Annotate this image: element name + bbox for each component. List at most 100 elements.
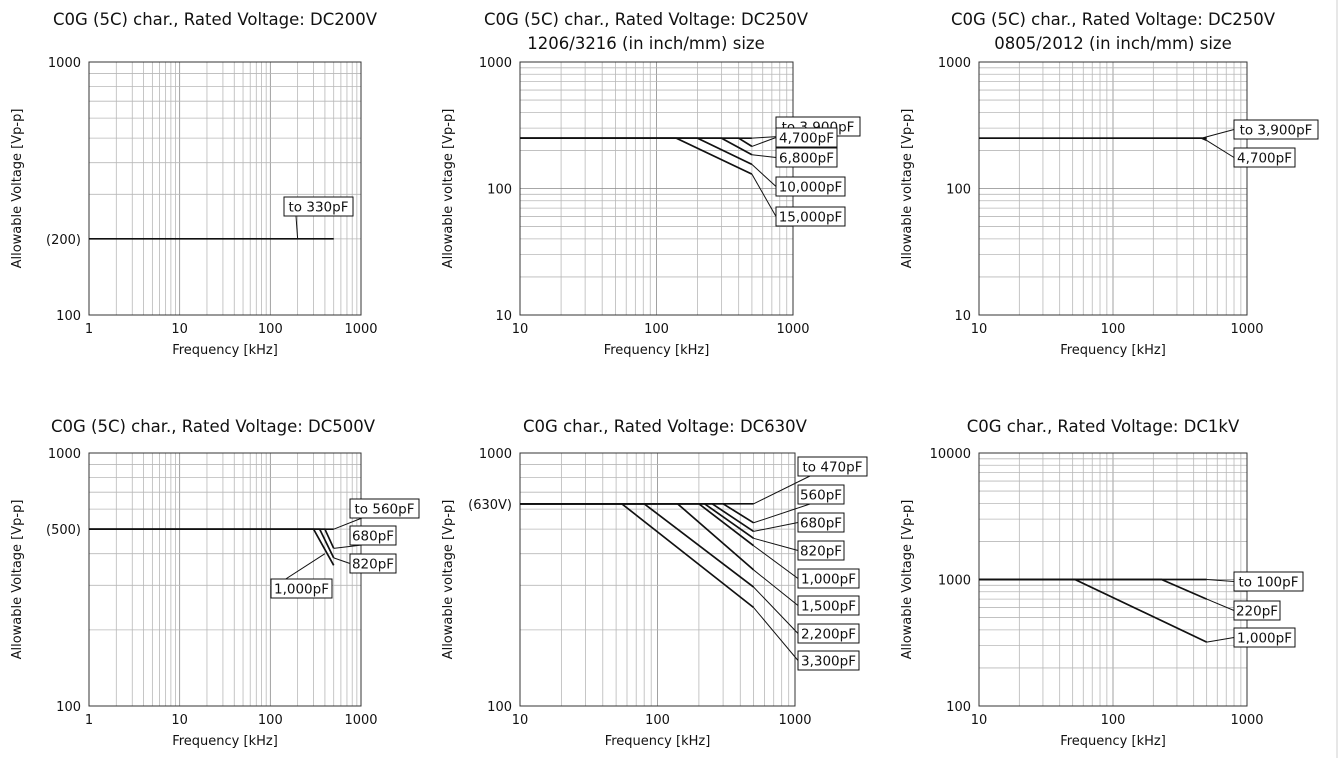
y-tick-label: 10: [954, 309, 971, 324]
series-label-box: [1233, 627, 1296, 648]
x-tick-label: 1000: [344, 322, 377, 337]
leader-line: [751, 173, 777, 217]
y-tick-label: (500): [46, 523, 81, 538]
x-axis-label: Frequency [kHz]: [605, 734, 711, 749]
series-label-box: [775, 127, 838, 148]
y-tick-label: 100: [56, 700, 81, 715]
series-label-box: [797, 540, 845, 561]
series-label-2-200pf: 2,200pF: [801, 627, 856, 643]
leader-line: [333, 517, 363, 530]
plot-grid: [520, 453, 795, 706]
leader-line: [751, 164, 777, 187]
x-axis-label: Frequency [kHz]: [1060, 343, 1166, 358]
plot-frame: [88, 452, 362, 707]
x-tick-label: 100: [1101, 322, 1126, 337]
leader-line: [753, 503, 811, 524]
series-label-box: [349, 553, 397, 574]
x-axis-label: Frequency [kHz]: [1060, 734, 1166, 749]
series-label-box: [797, 595, 860, 616]
series-label-680pf: 680pF: [800, 516, 842, 532]
x-axis-label: Frequency [kHz]: [172, 734, 278, 749]
series-line-6-800pf: [520, 137, 753, 156]
leader-line: [751, 154, 777, 158]
series-label-680pf: 680pF: [352, 529, 394, 545]
chart-title: C0G (5C) char., Rated Voltage: DC500V: [51, 417, 376, 436]
leader-line: [751, 137, 777, 147]
y-tick-label: (200): [46, 233, 81, 248]
chart-title: C0G char., Rated Voltage: DC630V: [523, 417, 808, 436]
series-label-box: [775, 176, 846, 197]
series-line-1-000pf: [979, 578, 1208, 643]
chart-panel-2: C0G (5C) char., Rated Voltage: DC250V 120…: [441, 10, 861, 358]
leader-line: [333, 544, 363, 549]
y-tick-label: 10000: [930, 447, 971, 462]
y-axis-label: Allowable voltage [Vp-p]: [900, 109, 915, 269]
chart-subtitle: 0805/2012 (in inch/mm) size: [994, 34, 1231, 53]
y-axis-label: Allowable voltage [Vp-p]: [441, 500, 456, 660]
chart-subtitle: 1206/3216 (in inch/mm) size: [527, 34, 764, 53]
leader-line: [753, 475, 811, 505]
y-tick-label: 100: [487, 183, 512, 198]
plot-frame: [978, 61, 1248, 316]
series-label-box: [797, 484, 845, 505]
leader-line: [333, 557, 351, 564]
leader-line: [1206, 579, 1235, 582]
y-axis-label: Allowable Voltage [Vp-p]: [900, 500, 915, 660]
series-label-box: [349, 525, 397, 546]
y-tick-label: 100: [487, 700, 512, 715]
chart-panel-1: C0G (5C) char., Rated Voltage: DC200V 1 10…: [10, 10, 378, 358]
y-tick-label: 1000: [479, 447, 512, 462]
x-tick-label: 100: [644, 322, 669, 337]
series-label-box: [797, 650, 860, 671]
series-label-10-000pf: 10,000pF: [779, 180, 843, 196]
plot-grid: [979, 62, 1247, 315]
chart-title: C0G char., Rated Voltage: DC1kV: [967, 417, 1240, 436]
y-axis-label: Allowable voltage [Vp-p]: [441, 109, 456, 269]
y-tick-label: 1000: [48, 447, 81, 462]
x-axis-label: Frequency [kHz]: [172, 343, 278, 358]
y-tick-label: 10: [495, 309, 512, 324]
series-label-box: [1233, 119, 1319, 140]
series-label-box: [775, 147, 838, 168]
series-label-box: [797, 512, 845, 533]
series-label-to-560pf: to 560pF: [355, 502, 415, 518]
leader-line: [295, 215, 299, 239]
series-label-box: [797, 623, 860, 644]
plot-frame: [519, 452, 796, 707]
series-label-1-000pf: 1,000pF: [801, 572, 856, 588]
series-label-box: [1233, 147, 1296, 168]
x-tick-label: 1: [85, 713, 93, 728]
leader-line: [1201, 129, 1235, 139]
plot-grid: [89, 62, 361, 315]
chart-title: C0G (5C) char., Rated Voltage: DC200V: [53, 10, 378, 29]
series-label-box: [1233, 571, 1304, 592]
x-tick-label: 10: [171, 713, 188, 728]
leader-line: [1206, 637, 1235, 643]
x-tick-label: 100: [1101, 713, 1126, 728]
chart-title: C0G (5C) char., Rated Voltage: DC250V: [951, 10, 1276, 29]
plot-grid: [520, 62, 793, 315]
x-tick-label: 100: [645, 713, 670, 728]
series-label-3-300pf: 3,300pF: [801, 654, 856, 670]
leader-line: [753, 537, 799, 551]
x-tick-label: 1: [85, 322, 93, 337]
plot-grid: [89, 453, 361, 706]
x-tick-label: 10: [512, 713, 529, 728]
y-axis-label: Allowable Voltage [Vp-p]: [10, 109, 25, 269]
x-tick-label: 10: [171, 322, 188, 337]
series-label-560pf: 560pF: [800, 488, 842, 504]
series-label-box: [349, 498, 420, 519]
x-axis-label: Frequency [kHz]: [604, 343, 710, 358]
series-line-680pf: [89, 528, 335, 549]
chart-title: C0G (5C) char., Rated Voltage: DC250V: [484, 10, 809, 29]
series-label-to-100pf: to 100pF: [1239, 575, 1299, 591]
series-label-box: [797, 568, 860, 589]
leader-line: [753, 569, 799, 606]
series-label-box: [775, 206, 846, 227]
x-tick-label: 1000: [1230, 713, 1263, 728]
x-tick-label: 100: [258, 322, 283, 337]
leader-line: [753, 522, 799, 532]
x-tick-label: 1000: [776, 322, 809, 337]
